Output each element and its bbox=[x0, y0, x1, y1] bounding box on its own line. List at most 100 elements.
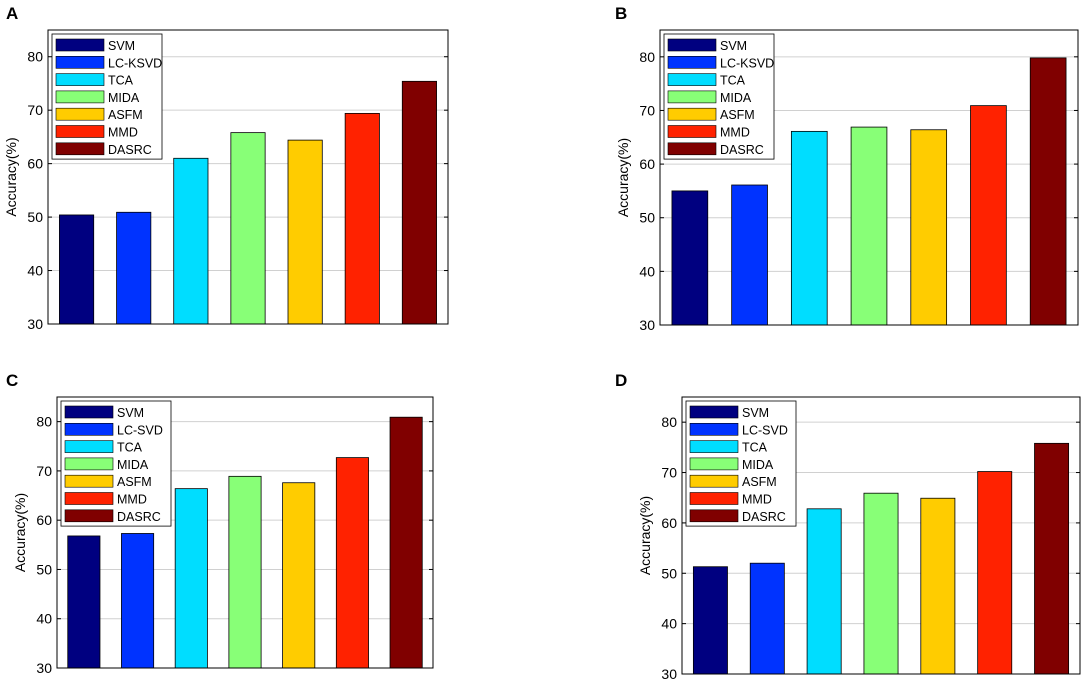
legend-label-mmd: MMD bbox=[108, 126, 138, 140]
bar-mida bbox=[850, 126, 888, 326]
legend-label-mida: MIDA bbox=[108, 91, 140, 105]
y-tick-label: 80 bbox=[639, 49, 655, 65]
bar-mida bbox=[228, 475, 262, 669]
legend-label-lc-svd: LC-SVD bbox=[742, 423, 788, 437]
chart-b: 30 40 50 60 70 80 Accuracy(%) SVM LC-KSVD TCA MIDA… bbox=[615, 29, 1079, 333]
y-tick-label: 80 bbox=[661, 414, 677, 430]
legend-label-tca: TCA bbox=[117, 441, 143, 455]
bar-dasrc bbox=[1034, 442, 1070, 675]
chart-c: 30 40 50 60 70 80 Accuracy(%) SVM LC-SVD TCA MIDA A… bbox=[12, 396, 434, 676]
axes-frame bbox=[659, 29, 1079, 326]
legend-swatch-mmd bbox=[667, 125, 717, 138]
legend-label-lc-svd: LC-SVD bbox=[117, 423, 163, 437]
y-tick-label: 50 bbox=[661, 565, 677, 581]
bar-dasrc bbox=[1029, 57, 1067, 326]
y-tick-label: 40 bbox=[27, 263, 43, 279]
bar-svm bbox=[67, 535, 101, 669]
y-tick-label: 40 bbox=[639, 263, 655, 279]
bar-lc-ksvd bbox=[731, 184, 768, 326]
legend-swatch-tca bbox=[64, 440, 114, 453]
bar-tca bbox=[806, 508, 842, 675]
legend-label-dasrc: DASRC bbox=[742, 510, 786, 524]
legend-swatch-svm bbox=[689, 405, 739, 419]
legend-label-lc-ksvd: LC-KSVD bbox=[720, 56, 774, 70]
bar-dasrc bbox=[401, 80, 437, 325]
axes-frame bbox=[681, 396, 1081, 675]
legend: SVM LC-SVD TCA MIDA ASFM MMD DASRC bbox=[685, 400, 797, 527]
legend-swatch-asfm bbox=[55, 107, 105, 121]
legend-label-dasrc: DASRC bbox=[720, 143, 764, 157]
panel-letter-d: D bbox=[615, 371, 628, 390]
chart-a: 30 40 50 60 70 80 Accuracy(%) SVM LC-KSVD TCA MIDA… bbox=[3, 29, 449, 332]
legend: SVM LC-KSVD TCA MIDA ASFM MMD DASRC bbox=[663, 33, 775, 160]
bar-asfm bbox=[920, 497, 956, 675]
y-tick-label: 40 bbox=[36, 611, 52, 627]
y-tick-label: 70 bbox=[661, 465, 677, 481]
legend-label-svm: SVM bbox=[117, 406, 144, 420]
legend-swatch-svm bbox=[55, 38, 105, 52]
y-tick-label: 50 bbox=[36, 561, 52, 577]
legend-swatch-mmd bbox=[64, 492, 114, 505]
bar-mmd bbox=[977, 471, 1013, 675]
legend-swatch-dasrc bbox=[667, 142, 717, 156]
legend-swatch-tca bbox=[55, 73, 105, 86]
y-tick-label: 80 bbox=[27, 49, 43, 65]
bar-mmd bbox=[970, 105, 1007, 326]
y-axis-label: Accuracy(%) bbox=[637, 496, 653, 575]
y-axis: 30 40 50 60 70 80 bbox=[661, 414, 1080, 682]
legend-swatch-lc-ksvd bbox=[55, 55, 105, 69]
y-tick-label: 60 bbox=[27, 156, 43, 172]
legend-label-dasrc: DASRC bbox=[108, 143, 152, 157]
bar-mmd bbox=[335, 457, 369, 669]
legend-swatch-tca bbox=[667, 73, 717, 86]
legend-label-asfm: ASFM bbox=[742, 475, 777, 489]
bar-mmd bbox=[344, 112, 380, 325]
legend-label-dasrc: DASRC bbox=[117, 510, 161, 524]
legend: SVM LC-SVD TCA MIDA ASFM MMD DASRC bbox=[60, 400, 172, 527]
legend-swatch-mmd bbox=[55, 125, 105, 138]
bar-svm bbox=[671, 190, 709, 326]
chart-d: 30 40 50 60 70 80 Accuracy(%) SVM LC-SVD TCA MIDA A… bbox=[637, 396, 1081, 682]
y-axis-label: Accuracy(%) bbox=[12, 493, 28, 572]
bar-asfm bbox=[910, 129, 948, 326]
legend-swatch-lc-svd bbox=[689, 422, 739, 436]
bar-mida bbox=[230, 132, 266, 325]
panel-letter-c: C bbox=[6, 371, 19, 390]
y-tick-label: 40 bbox=[661, 616, 677, 632]
legend-swatch-mida bbox=[64, 457, 114, 471]
legend-swatch-dasrc bbox=[689, 509, 739, 523]
legend-swatch-lc-ksvd bbox=[667, 55, 717, 69]
legend-label-tca: TCA bbox=[742, 441, 768, 455]
bar-dasrc bbox=[389, 416, 423, 669]
legend-label-mmd: MMD bbox=[720, 126, 750, 140]
legend-swatch-dasrc bbox=[55, 142, 105, 156]
y-tick-label: 30 bbox=[36, 660, 52, 676]
legend-swatch-asfm bbox=[667, 107, 717, 121]
y-tick-label: 50 bbox=[639, 210, 655, 226]
legend-label-mmd: MMD bbox=[742, 493, 772, 507]
legend-swatch-mida bbox=[689, 457, 739, 471]
y-axis-label: Accuracy(%) bbox=[3, 137, 19, 216]
bar-svm bbox=[59, 214, 95, 325]
legend-label-mida: MIDA bbox=[117, 458, 149, 472]
legend-swatch-svm bbox=[667, 38, 717, 52]
panel-letter-a: A bbox=[6, 4, 19, 23]
legend-swatch-lc-svd bbox=[64, 422, 114, 436]
legend-swatch-tca bbox=[689, 440, 739, 453]
legend-swatch-asfm bbox=[689, 474, 739, 488]
bar-tca bbox=[174, 488, 208, 669]
legend-swatch-mida bbox=[667, 90, 717, 104]
legend-label-asfm: ASFM bbox=[720, 108, 755, 122]
legend-swatch-asfm bbox=[64, 474, 114, 488]
y-axis-label: Accuracy(%) bbox=[615, 138, 631, 217]
y-tick-label: 70 bbox=[27, 102, 43, 118]
bar-asfm bbox=[282, 482, 316, 669]
bar-lc-ksvd bbox=[116, 211, 152, 325]
bar-tca bbox=[173, 157, 209, 325]
legend-swatch-dasrc bbox=[64, 509, 114, 523]
legend-label-mida: MIDA bbox=[742, 458, 774, 472]
legend-label-lc-ksvd: LC-KSVD bbox=[108, 56, 162, 70]
axes-frame bbox=[47, 29, 449, 325]
legend-label-mmd: MMD bbox=[117, 493, 147, 507]
